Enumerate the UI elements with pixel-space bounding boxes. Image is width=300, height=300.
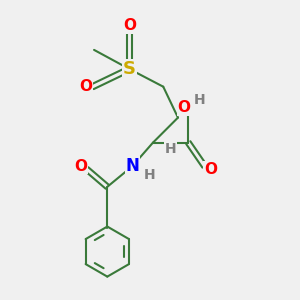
Text: H: H bbox=[144, 168, 155, 182]
Text: O: O bbox=[74, 159, 87, 174]
Text: O: O bbox=[80, 79, 93, 94]
Text: N: N bbox=[125, 157, 139, 175]
Text: H: H bbox=[194, 93, 205, 107]
Text: S: S bbox=[123, 60, 136, 78]
Text: H: H bbox=[165, 142, 176, 155]
Text: O: O bbox=[123, 18, 136, 33]
Text: O: O bbox=[204, 162, 217, 177]
Text: O: O bbox=[177, 100, 190, 115]
